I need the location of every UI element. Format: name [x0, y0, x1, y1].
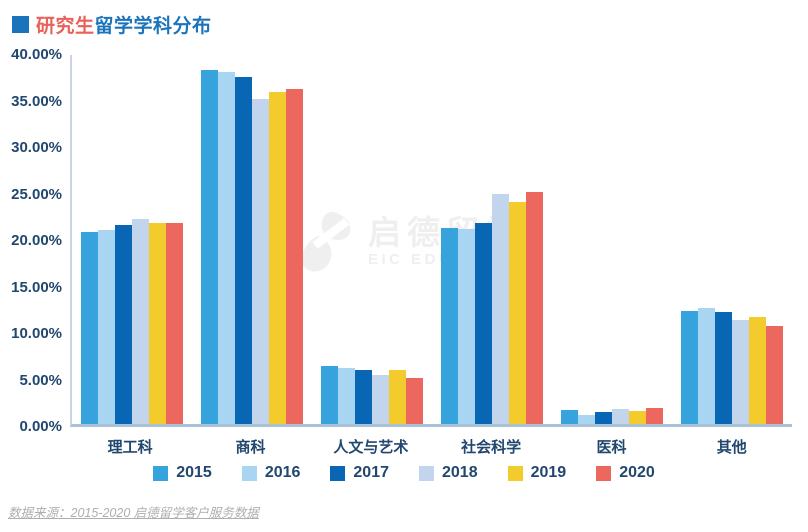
bar-2016-商科: [218, 72, 235, 424]
x-category-label: 社会科学: [461, 439, 522, 456]
bar-2018-理工科: [132, 219, 149, 424]
x-category-label: 商科: [235, 439, 266, 456]
bar-group-6: [672, 55, 792, 424]
bar-2017-人文与艺术: [355, 370, 372, 424]
y-tick-label: 25.00%: [11, 185, 62, 203]
bar-groups: [72, 55, 792, 424]
bar-2019-医科: [629, 410, 646, 424]
title-rest: 留学学科分布: [94, 16, 212, 37]
legend-swatch-icon: [596, 465, 612, 481]
bar-group-5: [552, 55, 672, 424]
legend-label: 2017: [353, 464, 389, 481]
bar-2020-商科: [286, 89, 303, 424]
bar-2016-理工科: [98, 229, 115, 424]
bar-2020-理工科: [166, 223, 183, 424]
chart-title: 研究生留学学科分布: [12, 11, 212, 38]
bar-2015-其他: [681, 311, 698, 424]
legend-swatch-icon: [419, 465, 434, 481]
legend-label: 2018: [442, 464, 478, 481]
bar-2019-其他: [749, 317, 766, 424]
y-tick-label: 35.00%: [11, 92, 62, 110]
x-category-label: 人文与艺术: [333, 439, 409, 456]
plot-area: [70, 55, 792, 427]
bar-2020-人文与艺术: [406, 377, 423, 424]
bar-2017-医科: [595, 411, 612, 424]
legend-swatch-icon: [507, 465, 523, 481]
bar-2019-理工科: [149, 223, 166, 424]
bar-2016-其他: [698, 307, 715, 424]
legend-item-2016: 2016: [241, 464, 301, 482]
legend-item-2019: 2019: [507, 464, 567, 482]
bar-2019-社会科学: [509, 201, 526, 424]
legend-swatch-icon: [330, 465, 346, 481]
bar-2015-商科: [201, 69, 218, 424]
legend-label: 2015: [176, 464, 212, 481]
legend-item-2020: 2020: [596, 464, 655, 482]
x-category-label: 其他: [716, 439, 747, 456]
bar-2020-医科: [646, 408, 663, 424]
title-highlight: 研究生: [36, 16, 95, 37]
bar-2019-商科: [269, 92, 286, 424]
bar-2015-人文与艺术: [321, 366, 338, 424]
legend-item-2018: 2018: [419, 464, 478, 482]
legend-swatch-icon: [153, 465, 169, 481]
bar-2020-社会科学: [526, 192, 543, 424]
bar-2017-商科: [235, 77, 252, 424]
y-tick-label: 10.00%: [11, 325, 62, 342]
bar-2017-其他: [715, 312, 732, 424]
bar-2017-社会科学: [475, 223, 492, 424]
y-tick-label: 20.00%: [11, 232, 62, 249]
bar-group-2: [192, 55, 312, 424]
legend-label: 2020: [619, 464, 655, 481]
bar-group-1: [72, 55, 192, 424]
y-tick-label: 40.00%: [11, 46, 62, 63]
y-tick-label: 15.00%: [11, 278, 62, 296]
bar-2017-理工科: [115, 224, 132, 424]
bar-2015-理工科: [81, 231, 98, 424]
bar-2016-医科: [578, 414, 595, 424]
bar-group-4: [432, 55, 552, 424]
legend-item-2015: 2015: [153, 464, 212, 482]
legend-label: 2019: [530, 464, 567, 481]
bar-2016-社会科学: [458, 228, 475, 424]
bar-2018-人文与艺术: [372, 374, 389, 424]
bar-2018-商科: [252, 98, 269, 424]
x-category-label: 理工科: [107, 439, 153, 456]
bar-2020-其他: [766, 326, 783, 424]
y-tick-label: 0.00%: [19, 418, 62, 435]
bar-2018-医科: [612, 409, 629, 424]
y-tick-label: 30.00%: [11, 139, 62, 156]
x-category-label: 医科: [596, 439, 627, 456]
x-axis: 理工科 商科 人文与艺术 社会科学 医科 其他: [70, 436, 792, 457]
legend-item-2017: 2017: [330, 464, 389, 482]
bar-2015-社会科学: [441, 227, 458, 424]
bar-2018-社会科学: [492, 194, 509, 424]
legend-label: 2016: [264, 464, 301, 481]
legend-swatch-icon: [241, 465, 257, 481]
y-tick-label: 5.00%: [19, 371, 62, 389]
bar-group-3: [312, 55, 432, 424]
page-title: 研究生留学学科分布: [36, 11, 212, 38]
bar-2015-医科: [561, 410, 578, 424]
bar-2016-人文与艺术: [338, 368, 355, 424]
bar-2019-人文与艺术: [389, 370, 406, 424]
legend: 2015 2016 2017 2018 2019 2020: [0, 464, 808, 482]
y-axis: 0.00% 5.00% 10.00% 15.00% 20.00% 25.00% 30.00%…: [0, 0, 62, 532]
source-note: 数据来源：2015-2020 启德留学客户服务数据: [8, 506, 259, 520]
bar-2018-其他: [732, 319, 749, 424]
title-bullet-square: [12, 16, 29, 33]
